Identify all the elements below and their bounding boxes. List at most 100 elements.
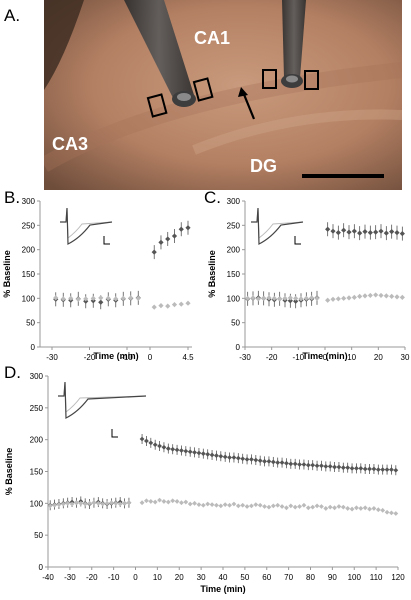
hippocampal-slice-micrograph: CA1 CA3 DG (44, 0, 402, 190)
trace-scale-bar (103, 236, 110, 245)
y-tick-label: 300 (227, 197, 241, 206)
potentiated-trace (58, 381, 147, 419)
data-point (332, 464, 337, 470)
data-point (266, 295, 272, 301)
data-point (345, 465, 351, 471)
x-tick-label: 50 (240, 573, 249, 582)
y-tick-label: 100 (227, 294, 241, 303)
x-tick-label: -30 (46, 353, 58, 362)
data-point (292, 461, 298, 467)
x-tick-label: 40 (219, 573, 228, 582)
data-point (358, 465, 364, 471)
x-tick-label: 30 (401, 353, 410, 362)
data-point (284, 460, 289, 466)
x-tick-label: 4.5 (182, 353, 194, 362)
data-point (148, 499, 154, 504)
data-point (231, 501, 237, 507)
x-tick-label: 0 (133, 573, 138, 582)
data-point (314, 295, 320, 301)
data-point (227, 455, 232, 460)
data-point (240, 456, 246, 462)
data-point (227, 502, 232, 508)
data-point (200, 502, 206, 508)
data-point (174, 447, 180, 453)
data-point (47, 503, 53, 509)
data-point (293, 295, 299, 301)
data-point (152, 442, 158, 448)
y-axis-label: % Baseline (4, 448, 14, 496)
data-point (60, 501, 66, 507)
x-tick-label: -40 (42, 573, 54, 582)
data-point (345, 506, 351, 511)
data-point (262, 458, 267, 464)
data-point (122, 500, 127, 506)
data-point (298, 296, 304, 302)
chart-c: 0 50 100 150 200 250 300 -30 -20 -10 0 10 20 30 % Base… (207, 197, 410, 362)
data-point (78, 500, 84, 506)
data-point (100, 501, 106, 507)
data-point (371, 506, 377, 511)
y-tick-label: 0 (39, 563, 44, 572)
data-point (389, 510, 394, 516)
y-tick-label: 150 (30, 468, 44, 477)
data-point (389, 229, 395, 235)
data-point (253, 457, 259, 463)
data-point (205, 501, 211, 507)
data-point (231, 455, 237, 460)
data-point (378, 228, 384, 234)
data-point (257, 502, 263, 508)
data-point (375, 507, 381, 513)
data-point (95, 500, 101, 506)
data-point (60, 296, 66, 302)
data-point (98, 295, 104, 301)
data-point (165, 236, 171, 242)
data-point (279, 504, 285, 509)
panel-label-b: B. (4, 188, 21, 207)
data-point (336, 464, 342, 470)
data-point (113, 500, 119, 506)
x-tick-label: 30 (197, 573, 206, 582)
data-point (161, 444, 167, 450)
data-point (200, 451, 206, 457)
data-point (309, 295, 315, 301)
x-tick-label: 120 (391, 573, 405, 582)
epsp-trace-inset (60, 207, 113, 245)
series-light (47, 497, 399, 516)
data-point (83, 296, 89, 302)
data-point (354, 465, 359, 471)
x-axis-label: Time (min) (200, 584, 245, 594)
data-point (120, 295, 126, 301)
data-point (282, 295, 288, 301)
micrograph-drawing (44, 0, 402, 190)
data-point (270, 503, 276, 509)
epsp-trace-inset (58, 381, 147, 438)
y-tick-label: 50 (34, 531, 43, 540)
x-tick-label: -30 (64, 573, 76, 582)
data-point (393, 511, 399, 516)
x-tick-label: 0 (148, 353, 153, 362)
data-point (354, 505, 359, 511)
y-tick-label: 50 (26, 319, 35, 328)
potentiated-trace (251, 207, 304, 245)
data-point (266, 458, 272, 464)
data-point (214, 502, 219, 508)
data-point (362, 229, 368, 235)
data-point (262, 504, 267, 509)
data-point (139, 436, 145, 442)
data-point (170, 446, 176, 452)
data-point (380, 507, 386, 513)
marker-box (262, 69, 277, 89)
data-point (305, 462, 311, 468)
data-point (139, 500, 145, 506)
data-point (367, 506, 372, 512)
data-point (209, 502, 215, 508)
data-point (187, 501, 193, 507)
data-point (135, 295, 141, 301)
data-point (378, 292, 384, 299)
series-light (53, 295, 191, 310)
data-point (74, 500, 79, 506)
data-point (346, 229, 352, 235)
x-tick-label: -10 (121, 353, 133, 362)
data-point (261, 295, 267, 301)
data-point (335, 230, 341, 236)
